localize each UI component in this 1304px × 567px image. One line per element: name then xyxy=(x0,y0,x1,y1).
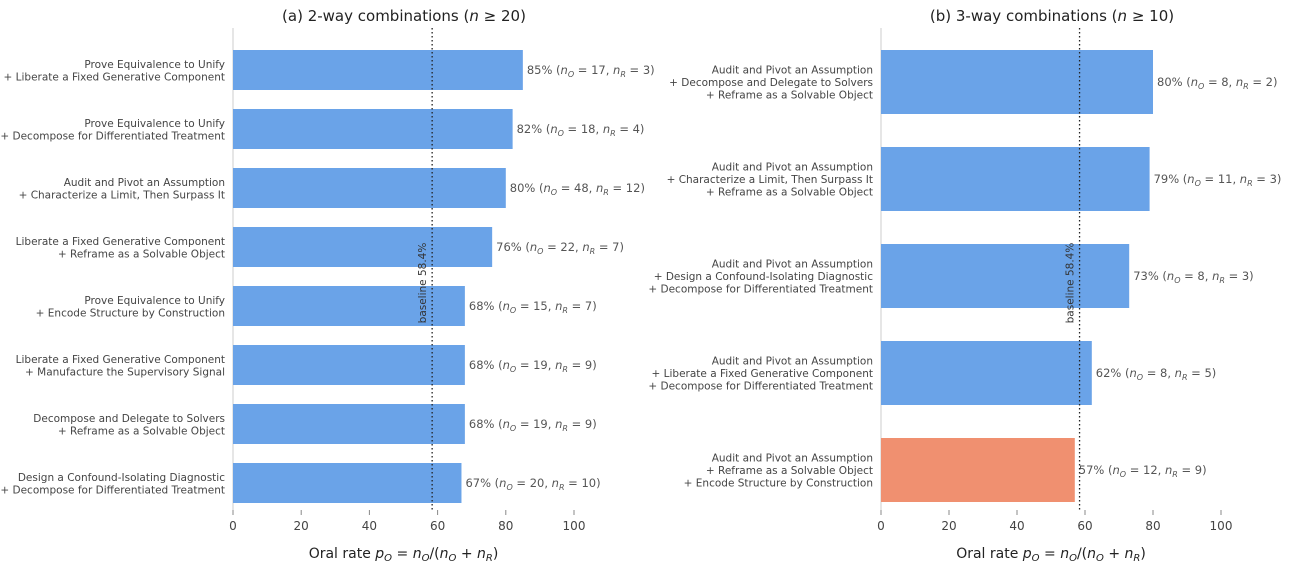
chart-panel-a: (a) 2-way combinations (n ≥ 20) Prove Equ… xyxy=(0,7,654,564)
category-label: Prove Equivalence to Unify + Encode Struc… xyxy=(36,295,225,320)
bar-group: Audit and Pivot an Assumption + Decompose… xyxy=(669,50,1277,114)
bar-group: Audit and Pivot an Assumption + Design a … xyxy=(648,244,1254,308)
bar-group: Design a Confound-Isolating Diagnostic + … xyxy=(0,463,601,503)
data-label: 62% (nO = 8, nR = 5) xyxy=(1096,366,1216,382)
bar xyxy=(233,50,523,90)
data-label: 80% (nO = 48, nR = 12) xyxy=(510,181,645,197)
data-label: 73% (nO = 8, nR = 3) xyxy=(1133,269,1253,285)
data-label: 67% (nO = 20, nR = 10) xyxy=(465,476,600,492)
category-label: Liberate a Fixed Generative Component + M… xyxy=(16,354,225,379)
data-label: 68% (nO = 15, nR = 7) xyxy=(469,299,597,315)
category-label: Audit and Pivot an Assumption + Design a … xyxy=(648,259,873,296)
x-tick-label: 0 xyxy=(877,519,885,533)
category-label: Audit and Pivot an Assumption + Liberate … xyxy=(648,356,873,393)
bar xyxy=(233,109,513,149)
x-tick-label: 40 xyxy=(362,519,377,533)
x-tick-label: 60 xyxy=(1077,519,1092,533)
category-label: Liberate a Fixed Generative Component + R… xyxy=(16,236,225,261)
data-label: 68% (nO = 19, nR = 9) xyxy=(469,358,597,374)
data-label: 76% (nO = 22, nR = 7) xyxy=(496,240,624,256)
x-tick-label: 60 xyxy=(430,519,445,533)
category-label: Audit and Pivot an Assumption + Character… xyxy=(667,162,873,199)
data-label: 79% (nO = 11, nR = 3) xyxy=(1154,172,1282,188)
bar-group: Prove Equivalence to Unify + Encode Struc… xyxy=(36,286,597,326)
bar xyxy=(881,244,1130,308)
x-tick-label: 0 xyxy=(229,519,237,533)
x-tick-label: 20 xyxy=(294,519,309,533)
bar-group: Decompose and Delegate to Solvers + Refra… xyxy=(33,404,597,444)
bar-group: Prove Equivalence to Unify + Liberate a F… xyxy=(4,50,655,90)
data-label: 68% (nO = 19, nR = 9) xyxy=(469,417,597,433)
chart-title: (a) 2-way combinations (n ≥ 20) xyxy=(282,7,526,25)
chart-panel-b: (b) 3-way combinations (n ≥ 10) Audit and… xyxy=(648,7,1281,564)
bar xyxy=(881,341,1092,405)
category-label: Prove Equivalence to Unify + Decompose fo… xyxy=(0,118,225,143)
bar-group: Audit and Pivot an Assumption + Character… xyxy=(667,147,1282,211)
x-tick-label: 80 xyxy=(498,519,513,533)
data-label: 82% (nO = 18, nR = 4) xyxy=(517,122,645,138)
bar-group: Audit and Pivot an Assumption + Character… xyxy=(19,168,645,208)
category-label: Design a Confound-Isolating Diagnostic + … xyxy=(0,472,225,497)
bar xyxy=(233,345,465,385)
x-tick-label: 20 xyxy=(941,519,956,533)
bar xyxy=(233,463,462,503)
bar xyxy=(233,404,465,444)
bar-group: Prove Equivalence to Unify + Decompose fo… xyxy=(0,109,644,149)
x-tick-label: 100 xyxy=(1210,519,1233,533)
data-label: 85% (nO = 17, nR = 3) xyxy=(527,63,655,79)
data-label: 57% (nO = 12, nR = 9) xyxy=(1079,463,1207,479)
bar xyxy=(233,168,506,208)
chart-title: (b) 3-way combinations (n ≥ 10) xyxy=(930,7,1174,25)
category-label: Audit and Pivot an Assumption + Decompose… xyxy=(669,65,873,102)
baseline-label: baseline 58.4% xyxy=(417,243,429,324)
x-tick-label: 80 xyxy=(1145,519,1160,533)
x-axis-label: Oral rate pO = nO/(nO + nR) xyxy=(956,546,1146,564)
x-axis-label: Oral rate pO = nO/(nO + nR) xyxy=(309,546,499,564)
bar xyxy=(233,227,493,267)
category-label: Prove Equivalence to Unify + Liberate a F… xyxy=(4,59,225,84)
baseline-label: baseline 58.4% xyxy=(1065,243,1077,324)
bar xyxy=(233,286,465,326)
bar-group: Liberate a Fixed Generative Component + M… xyxy=(16,345,597,385)
bar-group: Audit and Pivot an Assumption + Liberate … xyxy=(648,341,1216,405)
bar xyxy=(881,50,1153,114)
bar xyxy=(881,438,1075,502)
category-label: Audit and Pivot an Assumption + Reframe a… xyxy=(684,453,873,490)
bar-group: Audit and Pivot an Assumption + Reframe a… xyxy=(684,438,1207,502)
category-label: Decompose and Delegate to Solvers + Refra… xyxy=(33,413,225,438)
bar-group: Liberate a Fixed Generative Component + R… xyxy=(16,227,624,267)
x-tick-label: 100 xyxy=(563,519,586,533)
data-label: 80% (nO = 8, nR = 2) xyxy=(1157,75,1277,91)
category-label: Audit and Pivot an Assumption + Character… xyxy=(19,177,225,202)
x-tick-label: 40 xyxy=(1009,519,1024,533)
bar xyxy=(881,147,1150,211)
